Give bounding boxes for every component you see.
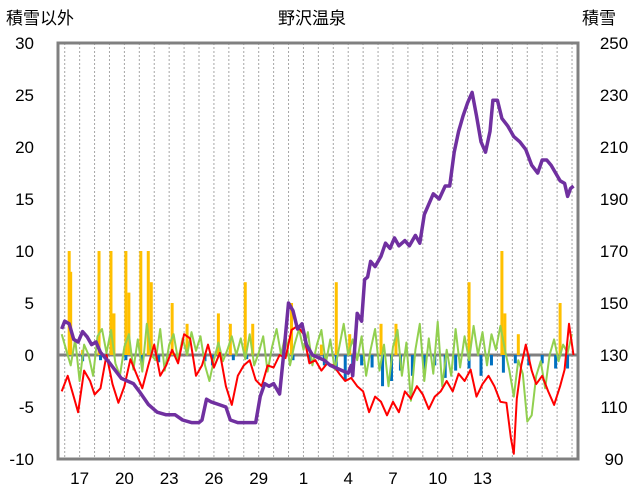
grid-layer [58, 43, 578, 459]
x-tick-label: 1 [299, 469, 308, 488]
x-tick-label: 20 [115, 469, 134, 488]
precipitation-bar [139, 251, 143, 355]
precipitation-bar [500, 251, 504, 355]
precipitation-bar [69, 271, 73, 355]
right-tick-label: 230 [600, 86, 628, 105]
right-tick-label: 130 [600, 346, 628, 365]
wind-bar [467, 355, 471, 369]
wind-bar [231, 355, 235, 361]
wind-bar [124, 355, 128, 361]
precipitation-bar [243, 282, 247, 355]
label-layer: 302520151050-5-1025023021019017015013011… [9, 34, 628, 488]
wind-bar [479, 355, 483, 376]
right-tick-label: 110 [600, 398, 627, 417]
wind-bar [410, 355, 414, 376]
wind-bar [422, 355, 426, 371]
precipitation-bar [319, 344, 323, 355]
precipitation-bar [124, 251, 128, 355]
wind-bar [554, 355, 558, 369]
wind-bar [501, 355, 505, 373]
wind-bar [540, 355, 544, 364]
right-tick-label: 210 [600, 138, 628, 157]
max-temp-line [60, 322, 575, 455]
precipitation-bar [149, 282, 153, 355]
min-temp-line [60, 320, 573, 423]
precipitation-bar [348, 334, 352, 355]
left-tick-label: 0 [25, 346, 34, 365]
precipitation-bar [146, 251, 150, 355]
wind-bar [291, 355, 295, 361]
precipitation-bar [112, 313, 116, 355]
x-tick-label: 10 [428, 469, 447, 488]
plot-frame [56, 41, 580, 461]
precipitation-bar [503, 313, 507, 355]
x-tick-label: 13 [473, 469, 492, 488]
right-axis-title: 積雪 [582, 9, 616, 29]
right-tick-label: 190 [600, 190, 628, 209]
left-tick-label: 25 [15, 86, 34, 105]
left-tick-label: 20 [15, 138, 34, 157]
right-tick-label: 250 [600, 34, 628, 53]
precipitation-bar [97, 251, 101, 355]
wind-bar [157, 355, 161, 363]
wind-bar [370, 355, 374, 368]
wind-bar [343, 355, 347, 381]
x-tick-label: 4 [343, 469, 352, 488]
right-tick-label: 90 [605, 450, 624, 469]
left-axis-title: 積雪以外 [6, 9, 74, 29]
wind-bar [381, 355, 385, 387]
x-tick-label: 23 [160, 469, 179, 488]
x-tick-label: 17 [70, 469, 89, 488]
x-tick-label: 29 [249, 469, 268, 488]
precipitation-bar [216, 313, 220, 355]
wind-bar [454, 355, 458, 371]
right-tick-label: 170 [600, 242, 628, 261]
precipitation-bar [467, 282, 471, 355]
left-tick-label: -10 [9, 450, 34, 469]
wind-bar [245, 355, 249, 360]
precipitation-bar [185, 323, 189, 355]
right-tick-label: 150 [600, 294, 628, 313]
precipitation-bar [379, 323, 383, 355]
line-layer [60, 90, 575, 455]
left-tick-label: 5 [25, 294, 34, 313]
chart-title: 野沢温泉 [278, 9, 346, 29]
wind-bar [360, 355, 364, 366]
wind-bar [566, 355, 570, 369]
precipitation-bar [558, 303, 562, 355]
precipitation-bar [516, 334, 520, 355]
snow-depth-line [60, 90, 575, 425]
precipitation-bar [334, 282, 338, 355]
x-tick-label: 26 [204, 469, 223, 488]
left-tick-label: 30 [15, 34, 34, 53]
left-tick-label: 15 [15, 190, 34, 209]
precipitation-bar [127, 292, 131, 355]
precipitation-bar [170, 303, 174, 355]
left-tick-label: 10 [15, 242, 34, 261]
wind-bar [513, 355, 517, 364]
precipitation-bar [251, 323, 255, 355]
wind-bar [140, 355, 144, 364]
wind-bar [489, 355, 493, 366]
precipitation-bar [109, 251, 113, 355]
wind-bar [99, 355, 103, 361]
x-tick-label: 7 [388, 469, 397, 488]
left-tick-label: -5 [19, 398, 34, 417]
